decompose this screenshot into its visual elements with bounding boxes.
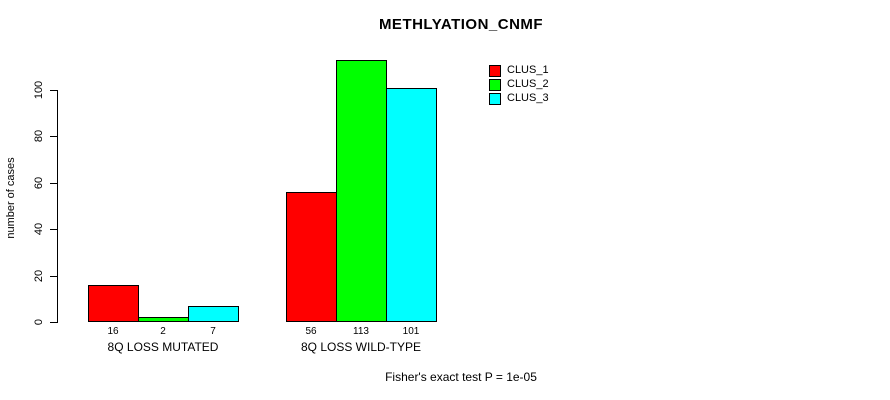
bar-clus_2-1 xyxy=(138,317,189,322)
y-axis-tick xyxy=(50,183,57,184)
bar-clus_3-1 xyxy=(188,306,239,322)
legend-label: CLUS_1 xyxy=(507,64,549,76)
y-axis-tick-label: 20 xyxy=(33,269,45,283)
y-axis-tick xyxy=(50,322,57,323)
legend-row-clus_1: CLUS_1 xyxy=(489,64,549,77)
bar-clus_2-2 xyxy=(336,60,387,322)
y-axis-tick-label: 80 xyxy=(33,129,45,143)
legend-swatch-clus_1 xyxy=(489,64,501,77)
legend-row-clus_2: CLUS_2 xyxy=(489,78,549,91)
y-axis-tick-label: 40 xyxy=(33,222,45,236)
bar-clus_3-2 xyxy=(386,88,437,322)
bar-value-label: 16 xyxy=(107,326,119,337)
y-axis-tick xyxy=(50,90,57,91)
bar-value-label: 56 xyxy=(305,326,317,337)
y-axis-tick-label: 60 xyxy=(33,176,45,190)
legend-swatch-clus_3 xyxy=(489,92,501,105)
bar-clus_1-1 xyxy=(88,285,139,322)
legend-label: CLUS_2 xyxy=(507,78,549,90)
y-axis-tick xyxy=(50,229,57,230)
y-axis-line xyxy=(57,90,58,323)
bar-value-label: 7 xyxy=(210,326,216,337)
chart-title: METHLYATION_CNMF xyxy=(378,16,544,33)
y-axis-tick xyxy=(50,136,57,137)
legend-row-clus_3: CLUS_3 xyxy=(489,92,549,105)
category-label: 8Q LOSS MUTATED xyxy=(107,340,219,354)
bar-value-label: 2 xyxy=(160,326,166,337)
y-axis-tick xyxy=(50,276,57,277)
bar-value-label: 101 xyxy=(402,326,420,337)
legend-swatch-clus_2 xyxy=(489,78,501,91)
y-axis-tick-label: 0 xyxy=(33,318,45,326)
bar-value-label: 113 xyxy=(353,326,369,337)
statistical-test-note: Fisher's exact test P = 1e-05 xyxy=(385,370,537,384)
category-label: 8Q LOSS WILD-TYPE xyxy=(300,340,422,354)
legend: CLUS_1 CLUS_2 CLUS_3 xyxy=(489,64,549,106)
y-axis-tick-label: 100 xyxy=(33,80,45,100)
legend-label: CLUS_3 xyxy=(507,92,549,104)
bar-clus_1-2 xyxy=(286,192,337,322)
